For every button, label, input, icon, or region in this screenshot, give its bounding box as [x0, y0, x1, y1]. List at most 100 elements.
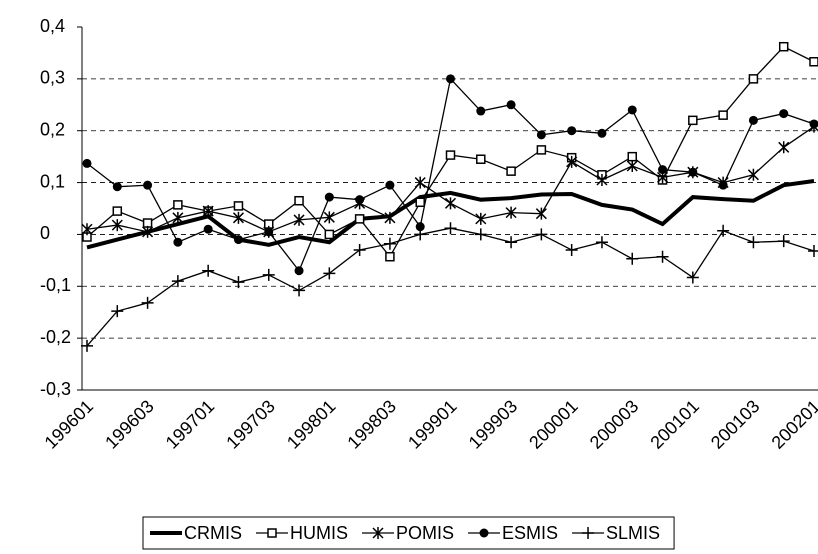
marker	[203, 224, 213, 234]
marker	[565, 243, 578, 256]
marker	[748, 115, 758, 125]
marker	[627, 151, 637, 162]
x-tick-label: 200003	[586, 396, 643, 453]
x-tick-label: 199601	[41, 396, 98, 453]
marker	[475, 212, 487, 225]
marker	[567, 126, 577, 136]
marker	[233, 235, 243, 245]
x-tick-label: 200103	[707, 396, 764, 453]
x-tick-label: 199701	[162, 396, 219, 453]
marker	[264, 227, 274, 237]
marker	[506, 100, 516, 110]
marker	[779, 109, 789, 119]
legend-label: HUMIS	[290, 523, 348, 543]
x-tick-label: 200101	[646, 396, 703, 453]
marker	[688, 115, 698, 126]
marker	[232, 276, 245, 289]
marker	[476, 154, 486, 164]
y-tick-label: -0,3	[40, 379, 71, 399]
marker	[505, 236, 518, 249]
marker	[597, 128, 607, 138]
y-tick-label: 0,1	[40, 171, 65, 191]
marker	[202, 205, 214, 218]
marker	[294, 266, 304, 276]
marker	[294, 195, 304, 206]
marker	[293, 284, 306, 297]
marker	[262, 268, 275, 281]
y-tick-label: 0,2	[40, 119, 65, 139]
marker	[323, 267, 336, 280]
marker	[535, 207, 547, 220]
legend-label: CRMIS	[184, 523, 242, 543]
marker	[385, 251, 395, 262]
marker	[414, 228, 427, 241]
marker	[232, 211, 244, 224]
marker	[112, 182, 122, 192]
marker	[143, 180, 153, 190]
marker	[82, 158, 92, 168]
x-tick-label: 200001	[525, 396, 582, 453]
marker	[626, 159, 638, 172]
marker	[112, 206, 123, 216]
marker	[506, 166, 516, 176]
marker	[172, 211, 184, 224]
marker	[171, 275, 184, 288]
marker	[293, 213, 305, 226]
marker	[479, 528, 489, 538]
marker	[808, 245, 818, 258]
marker	[778, 41, 789, 52]
marker	[415, 197, 425, 208]
marker	[354, 214, 365, 224]
series-line	[86, 77, 815, 273]
marker	[626, 252, 639, 265]
marker	[596, 173, 608, 186]
marker	[233, 201, 244, 211]
x-tick-label: 199803	[343, 396, 400, 453]
series-line	[86, 227, 815, 347]
legend-label: POMIS	[396, 523, 454, 543]
marker	[385, 180, 395, 190]
marker	[686, 271, 699, 284]
y-tick-label: -0,2	[40, 327, 71, 347]
legend-box	[142, 516, 675, 550]
marker	[142, 218, 153, 228]
marker	[476, 106, 486, 116]
marker	[658, 165, 668, 175]
x-tick-label: 199903	[465, 396, 522, 453]
marker	[718, 180, 728, 190]
marker	[355, 195, 365, 205]
marker	[141, 296, 154, 309]
y-tick-label: -0,1	[40, 275, 71, 295]
marker	[173, 200, 183, 210]
x-tick-label: 199901	[404, 396, 461, 453]
x-tick-label: 200201	[768, 396, 818, 453]
series	[81, 222, 818, 352]
legend-label: ESMIS	[502, 523, 558, 543]
marker	[535, 228, 548, 241]
legend-label: SLMIS	[606, 523, 660, 543]
marker	[656, 250, 669, 263]
series-line	[86, 126, 815, 233]
marker	[202, 264, 215, 277]
y-tick-label: 0,3	[40, 68, 65, 88]
marker	[505, 206, 517, 219]
marker	[717, 224, 730, 237]
marker	[688, 167, 698, 177]
marker	[81, 339, 93, 352]
marker	[627, 105, 637, 115]
y-tick-label: 0,4	[40, 16, 65, 36]
marker	[748, 74, 759, 84]
marker	[323, 211, 335, 224]
marker	[446, 74, 455, 84]
marker	[267, 528, 277, 538]
marker	[444, 197, 457, 210]
marker	[747, 236, 760, 249]
marker	[324, 229, 335, 240]
marker	[384, 211, 396, 224]
marker	[415, 222, 425, 232]
marker	[777, 235, 790, 248]
marker	[582, 527, 595, 539]
marker	[747, 168, 759, 181]
marker	[445, 150, 456, 160]
